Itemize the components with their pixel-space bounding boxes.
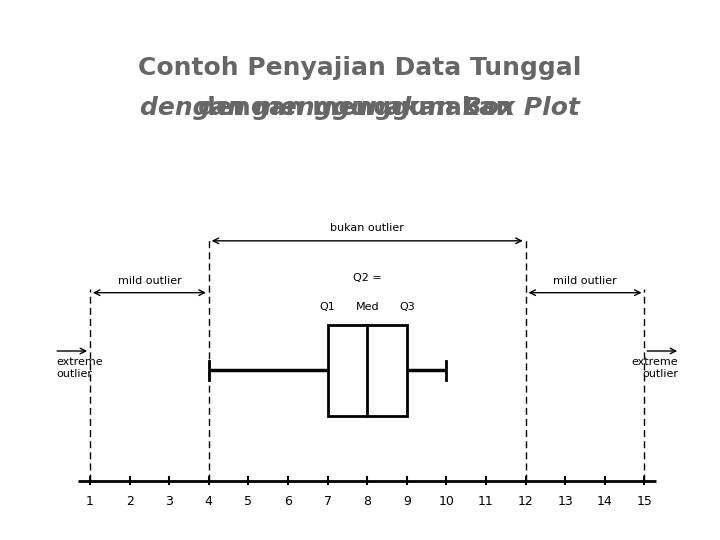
Text: 8: 8: [363, 495, 372, 508]
Text: mild outlier: mild outlier: [117, 276, 181, 286]
Text: 2: 2: [126, 495, 133, 508]
Text: 11: 11: [478, 495, 494, 508]
Text: 4: 4: [205, 495, 212, 508]
Text: Q3: Q3: [399, 302, 415, 312]
Text: Q2 =: Q2 =: [353, 273, 382, 283]
Text: mild outlier: mild outlier: [553, 276, 617, 286]
Text: 9: 9: [403, 495, 410, 508]
Text: extreme
outlier: extreme outlier: [56, 357, 103, 379]
Text: Med: Med: [356, 302, 379, 312]
Text: bukan outlier: bukan outlier: [330, 222, 404, 233]
Bar: [328, 325, 407, 416]
Text: 10: 10: [438, 495, 454, 508]
Text: Contoh Penyajian Data Tunggal: Contoh Penyajian Data Tunggal: [138, 56, 582, 79]
Text: Q1: Q1: [320, 302, 336, 312]
Text: 12: 12: [518, 495, 534, 508]
Text: 13: 13: [557, 495, 573, 508]
Text: 15: 15: [636, 495, 652, 508]
Text: 5: 5: [244, 495, 253, 508]
Text: 14: 14: [597, 495, 613, 508]
Text: extreme
outlier: extreme outlier: [631, 357, 678, 379]
Text: 6: 6: [284, 495, 292, 508]
Text: 1: 1: [86, 495, 94, 508]
Text: dengan menggunakan: dengan menggunakan: [198, 96, 522, 120]
Text: 7: 7: [323, 495, 332, 508]
Text: 3: 3: [166, 495, 173, 508]
Text: dengan menggunakan Box Plot: dengan menggunakan Box Plot: [140, 96, 580, 120]
